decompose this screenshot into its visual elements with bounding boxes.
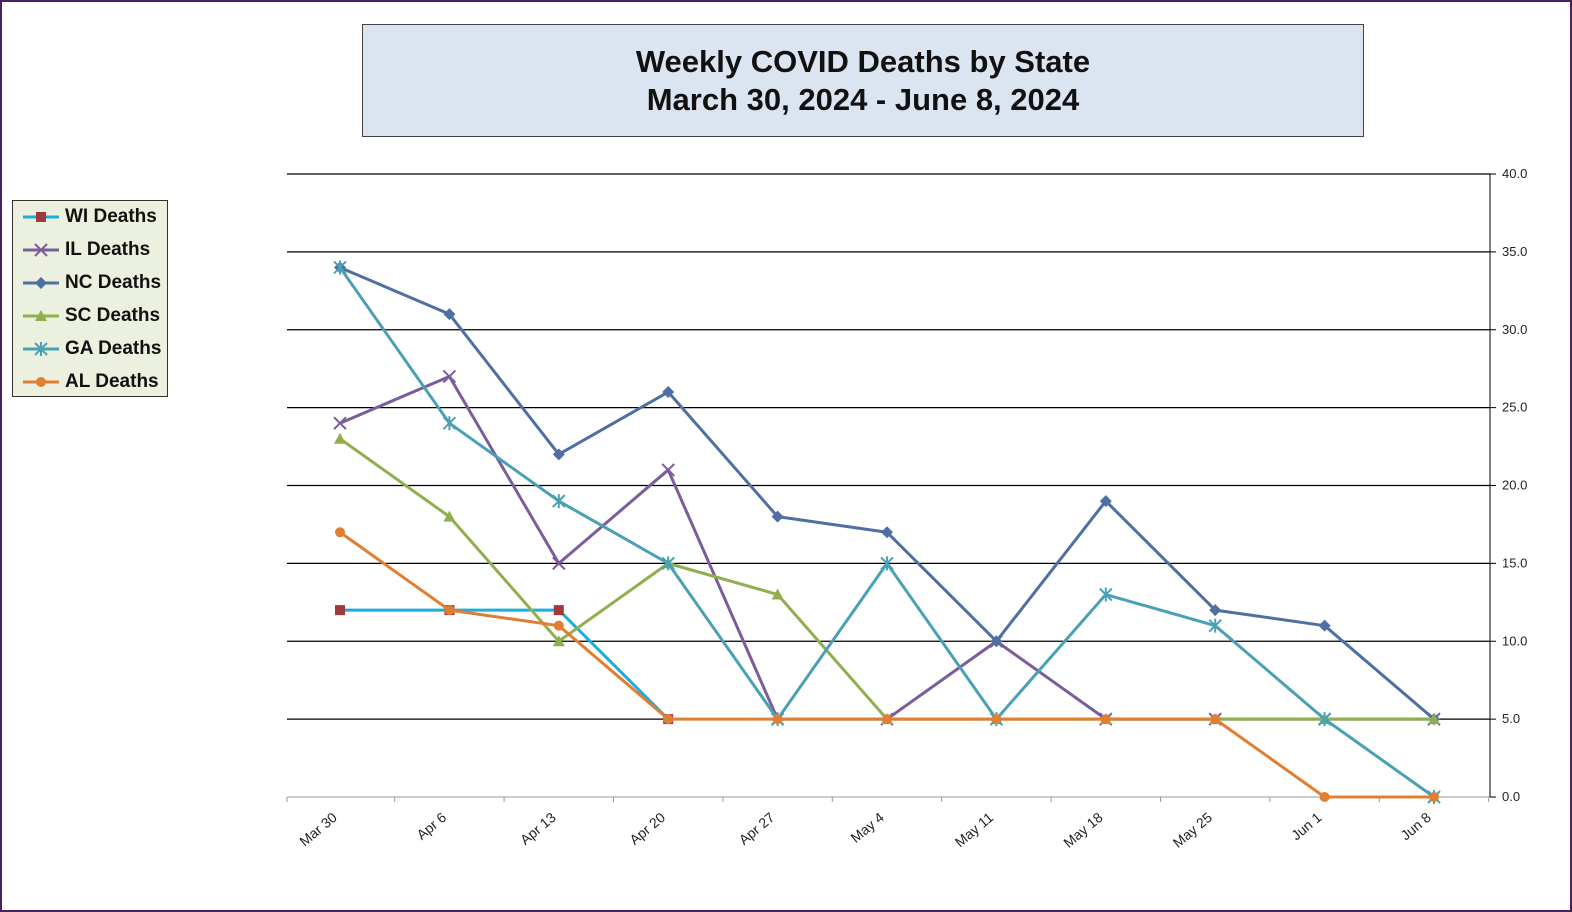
data-point: [334, 432, 346, 444]
y-tick-label: 0.0: [1502, 789, 1520, 804]
y-tick-label: 40.0: [1502, 166, 1527, 181]
x-tick-label: Apr 6: [413, 809, 449, 843]
chart-subtitle: March 30, 2024 - June 8, 2024: [646, 81, 1080, 117]
series-al-deaths: [335, 527, 1439, 802]
x-tick-label: May 25: [1170, 809, 1216, 851]
data-point: [1429, 792, 1439, 802]
data-point: [772, 714, 783, 725]
series-wi-deaths: [335, 605, 674, 725]
legend-label: SC Deaths: [65, 305, 161, 326]
chart-title-box: Weekly COVID Deaths by State March 30, 2…: [362, 24, 1364, 137]
data-point: [1099, 587, 1113, 602]
data-point: [333, 260, 347, 275]
data-point: [552, 635, 565, 647]
legend-item: AL Deaths: [21, 370, 159, 394]
legend-item: SC Deaths: [21, 304, 160, 328]
data-point: [1099, 495, 1112, 508]
y-tick-label: 15.0: [1502, 555, 1527, 570]
chart-title: Weekly COVID Deaths by State: [635, 43, 1091, 79]
data-point: [880, 556, 894, 571]
data-point: [1209, 604, 1222, 617]
data-point: [552, 448, 565, 461]
data-point: [443, 308, 456, 321]
legend-swatch-marker: [34, 243, 48, 257]
data-point: [771, 588, 784, 600]
y-tick-label: 10.0: [1502, 633, 1527, 648]
legend-swatch: [23, 377, 59, 387]
data-point: [333, 416, 347, 430]
data-point: [1318, 619, 1331, 632]
x-tick-label: May 18: [1060, 809, 1106, 851]
series-line: [339, 437, 1434, 721]
legend-swatch-marker: [34, 342, 48, 356]
data-point: [443, 510, 456, 522]
y-tick-label: 35.0: [1502, 244, 1527, 259]
legend-swatch-marker: [35, 310, 47, 321]
legend-swatch: [23, 310, 59, 321]
legend-swatch: [23, 243, 59, 257]
data-point: [1319, 792, 1330, 802]
x-tick-label: Jun 1: [1288, 809, 1325, 843]
data-point: [661, 556, 675, 571]
legend-label: IL Deaths: [65, 239, 151, 260]
data-point: [335, 527, 345, 538]
data-point: [552, 494, 566, 509]
data-point: [990, 635, 1003, 648]
legend-label: GA Deaths: [65, 338, 162, 359]
legend-swatch: [23, 277, 59, 289]
legend-item: WI Deaths: [21, 205, 157, 229]
legend-label: NC Deaths: [65, 272, 162, 293]
legend-swatch: [23, 212, 59, 222]
series-line: [339, 266, 1435, 721]
data-point: [663, 714, 674, 725]
data-point: [991, 714, 1002, 725]
data-point: [442, 416, 457, 431]
y-tick-label: 5.0: [1502, 711, 1520, 726]
data-point: [444, 605, 455, 616]
data-point: [661, 463, 675, 477]
x-tick-label: Apr 20: [626, 809, 668, 848]
x-tick-label: Apr 13: [517, 809, 559, 848]
data-point: [552, 556, 566, 571]
series-il-deaths: [333, 369, 1441, 726]
series-nc-deaths: [334, 261, 1440, 726]
legend-swatch-marker: [36, 377, 46, 387]
data-point: [1317, 712, 1332, 727]
series-line: [339, 374, 1434, 721]
series-line: [339, 531, 1434, 799]
x-tick-label: Jun 8: [1397, 809, 1434, 843]
data-point: [882, 714, 892, 725]
data-point: [881, 526, 893, 539]
data-point: [662, 386, 675, 399]
chart-legend: WI Deaths IL Deaths NC Deaths SC Deaths GA D…: [12, 200, 168, 397]
data-point: [771, 510, 784, 523]
y-tick-label: 30.0: [1502, 322, 1527, 337]
x-tick-label: May 4: [847, 809, 887, 846]
data-point: [1100, 714, 1111, 725]
legend-label: WI Deaths: [65, 206, 157, 227]
x-tick-label: Apr 27: [736, 809, 778, 848]
data-point: [1208, 618, 1222, 633]
series-line: [340, 608, 670, 721]
legend-swatch-marker: [35, 277, 47, 289]
legend-swatch-marker: [36, 212, 46, 222]
legend-swatch: [23, 342, 59, 356]
data-point: [1210, 714, 1221, 725]
data-point: [442, 369, 457, 384]
legend-label: AL Deaths: [65, 371, 159, 392]
x-tick-label: Mar 30: [296, 809, 340, 849]
data-point: [553, 620, 564, 631]
legend-item: NC Deaths: [21, 271, 161, 295]
x-tick-label: May 11: [952, 809, 997, 850]
y-tick-label: 20.0: [1502, 478, 1527, 493]
data-point: [1428, 713, 1440, 725]
series-sc-deaths: [334, 432, 1440, 725]
y-tick-label: 25.0: [1502, 400, 1527, 415]
legend-item: GA Deaths: [21, 337, 161, 361]
data-point: [335, 605, 345, 616]
legend-item: IL Deaths: [21, 238, 150, 262]
data-point: [553, 605, 564, 616]
